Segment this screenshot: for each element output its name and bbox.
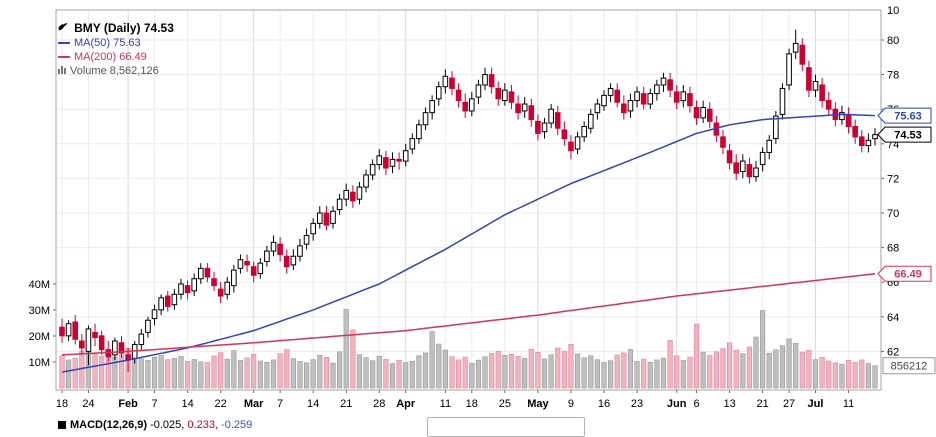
svg-text:80: 80: [887, 35, 899, 47]
macd-value-2: 0.233,: [187, 419, 218, 431]
svg-text:18: 18: [466, 398, 478, 410]
svg-text:72: 72: [887, 173, 899, 185]
candlestick-layer: [59, 29, 878, 373]
volume-bars-layer: [59, 309, 878, 389]
svg-text:11: 11: [843, 398, 854, 410]
svg-text:64: 64: [887, 312, 899, 324]
chart-legend: BMY (Daily) 74.53 MA(50) 75.63 MA(200) 6…: [58, 22, 174, 79]
svg-text:21: 21: [340, 398, 352, 410]
svg-text:7: 7: [151, 398, 157, 410]
svg-text:24: 24: [82, 398, 94, 410]
svg-text:May: May: [527, 398, 549, 410]
popup-box[interactable]: [427, 417, 585, 437]
svg-text:Apr: Apr: [396, 398, 416, 410]
svg-text:Mar: Mar: [244, 398, 264, 410]
ma200-legend: MA(200) 66.49: [58, 51, 174, 64]
svg-text:28: 28: [373, 398, 385, 410]
ma200-line: [61, 272, 876, 356]
svg-text:7: 7: [277, 398, 283, 410]
macd-line-swatch: [58, 421, 66, 430]
svg-text:856212: 856212: [891, 361, 928, 373]
volume-legend: Volume 8,562,126: [58, 65, 174, 78]
svg-text:14: 14: [181, 398, 193, 410]
chart-title: BMY (Daily) 74.53: [74, 21, 174, 35]
svg-text:22: 22: [215, 398, 227, 410]
svg-text:30M: 30M: [29, 305, 50, 317]
svg-text:Feb: Feb: [118, 398, 138, 410]
ma50-legend: MA(50) 75.63: [58, 37, 174, 50]
macd-label: MACD(12,26,9): [70, 419, 148, 431]
svg-text:20M: 20M: [29, 331, 50, 343]
svg-text:21: 21: [757, 398, 769, 410]
ma200-line-swatch: [58, 56, 70, 59]
svg-text:Jun: Jun: [667, 398, 687, 410]
svg-text:75.63: 75.63: [894, 111, 922, 123]
ma50-line: [61, 113, 876, 373]
svg-text:16: 16: [598, 398, 610, 410]
ma50-line-swatch: [58, 42, 70, 45]
svg-text:74.53: 74.53: [894, 130, 922, 142]
svg-text:11: 11: [440, 398, 451, 410]
price-callouts: 75.63 74.53 66.49 856212: [877, 107, 936, 375]
volume-bars-icon: [58, 65, 67, 78]
svg-text:Jul: Jul: [808, 398, 824, 410]
stockcharts-logo-icon: [58, 22, 68, 36]
svg-text:62: 62: [887, 346, 899, 358]
chart-title-row: BMY (Daily) 74.53: [58, 22, 174, 36]
svg-text:40M: 40M: [29, 279, 50, 291]
svg-text:66.49: 66.49: [894, 269, 922, 281]
ma200-label: MA(200) 66.49: [74, 51, 147, 64]
macd-value-3: -0.259: [221, 419, 253, 431]
macd-legend: MACD(12,26,9) -0.025, 0.233, -0.259: [58, 420, 252, 431]
volume-label: Volume 8,562,126: [70, 65, 159, 78]
svg-text:70: 70: [887, 208, 899, 220]
svg-text:10: 10: [887, 5, 899, 17]
macd-value-1: -0.025,: [150, 419, 185, 431]
svg-text:14: 14: [307, 398, 319, 410]
svg-text:6: 6: [693, 398, 699, 410]
svg-text:23: 23: [631, 398, 643, 410]
svg-text:25: 25: [499, 398, 511, 410]
svg-text:10M: 10M: [29, 357, 50, 369]
svg-text:18: 18: [56, 398, 68, 410]
svg-text:68: 68: [887, 243, 899, 255]
svg-text:78: 78: [887, 70, 899, 82]
svg-text:13: 13: [723, 398, 735, 410]
axis-labels: 807876747270686664621040M30M20M10M1824Fe…: [29, 5, 900, 410]
ma50-label: MA(50) 75.63: [74, 37, 141, 50]
svg-text:9: 9: [568, 398, 574, 410]
svg-text:27: 27: [783, 398, 795, 410]
